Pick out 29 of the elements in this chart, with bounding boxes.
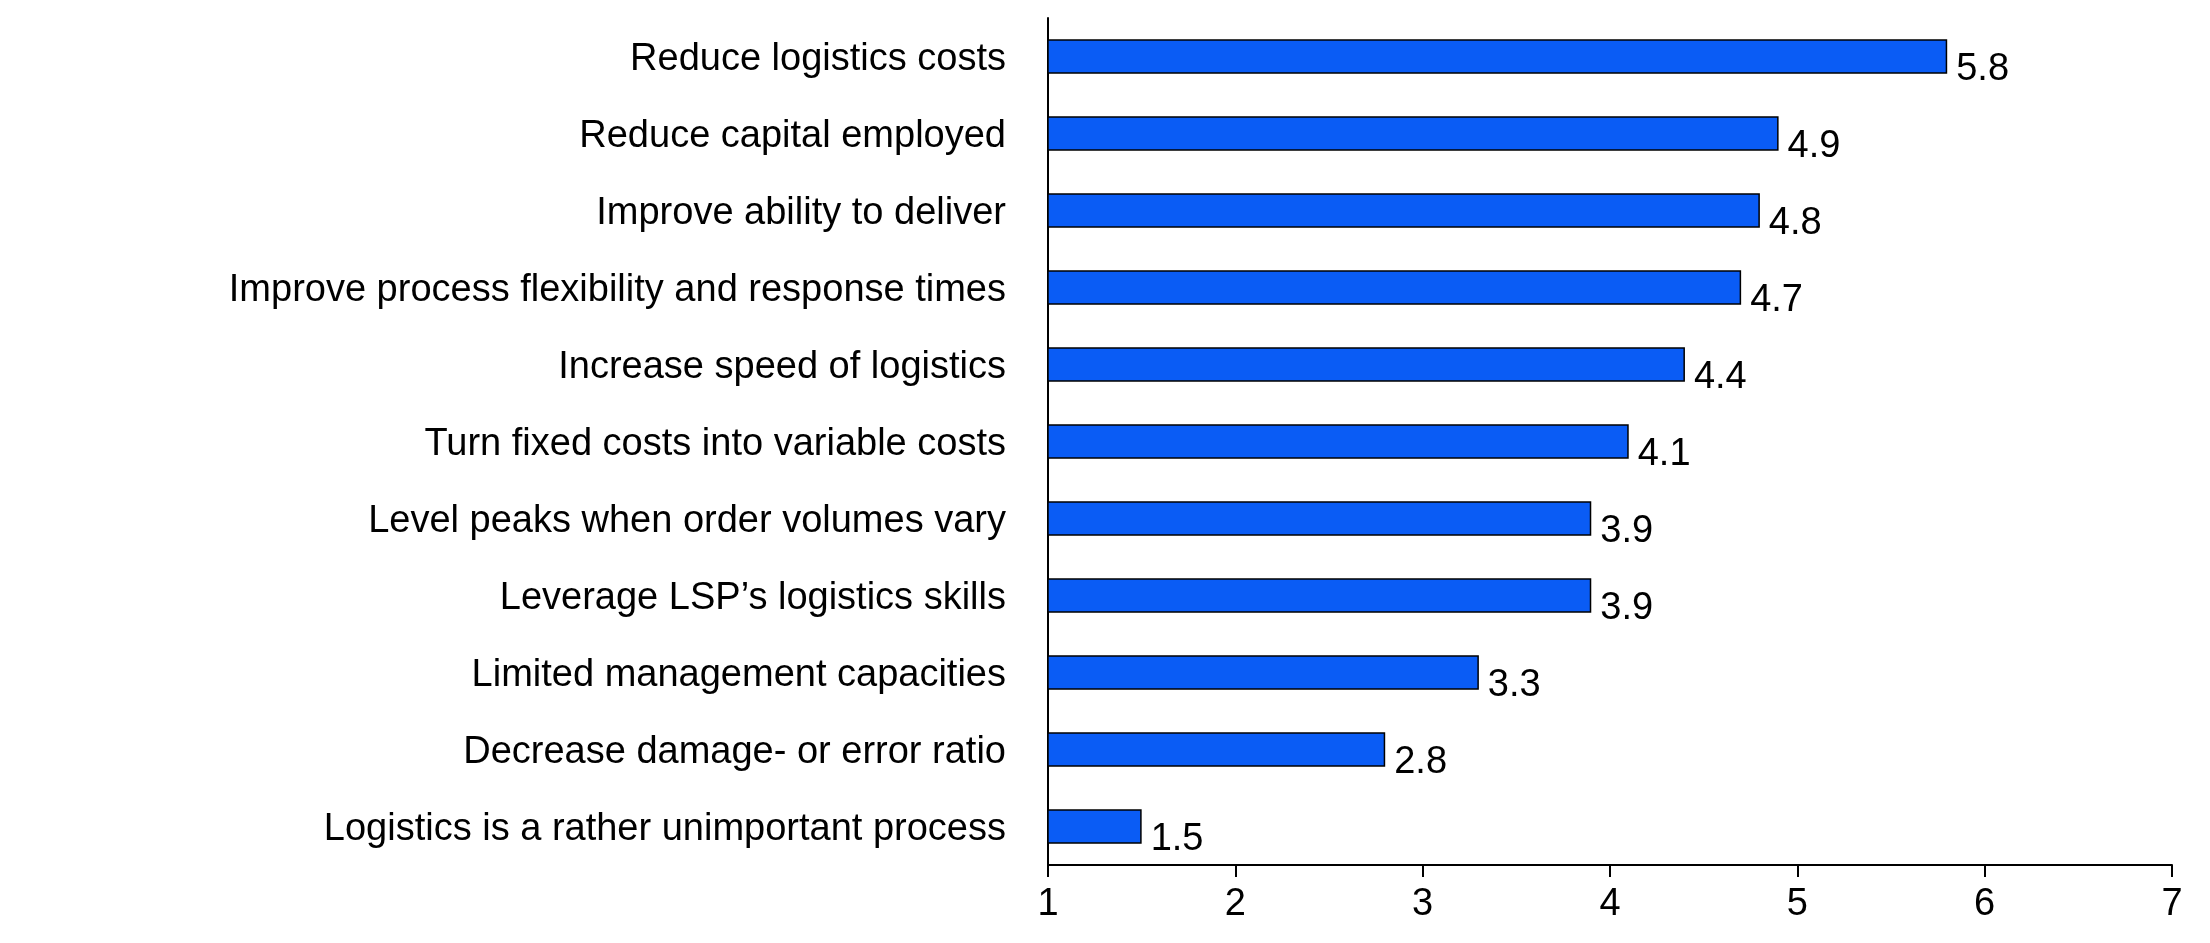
y-tick-label: Reduce capital employed (579, 112, 1006, 155)
x-tick-label: 7 (2161, 881, 2183, 923)
x-tick-label: 1 (1037, 881, 1059, 923)
y-tick-label: Increase speed of logistics (558, 343, 1006, 386)
data-label: 3.9 (1600, 584, 1654, 627)
data-label: 4.4 (1693, 353, 1747, 396)
x-tick-label: 6 (1974, 881, 1996, 923)
data-label: 1.5 (1150, 815, 1204, 858)
data-label: 3.3 (1487, 661, 1541, 704)
y-tick-label: Leverage LSP’s logistics skills (499, 574, 1006, 617)
data-label: 4.8 (1768, 199, 1822, 242)
x-tick-label: 2 (1224, 881, 1246, 923)
y-tick-label: Limited management capacities (471, 651, 1006, 694)
y-tick-label: Reduce logistics costs (630, 35, 1006, 78)
data-label: 4.9 (1787, 122, 1841, 165)
data-label: 3.9 (1600, 507, 1654, 550)
y-tick-label: Improve process flexibility and response times (228, 266, 1006, 309)
y-tick-label: Decrease damage- or error ratio (463, 728, 1006, 771)
x-tick-label: 4 (1599, 881, 1621, 923)
y-tick-label: Level peaks when order volumes vary (368, 497, 1006, 540)
data-label: 4.7 (1750, 276, 1803, 319)
data-label: 4.1 (1637, 430, 1691, 473)
data-label: 2.8 (1394, 738, 1448, 781)
y-tick-label: Turn fixed costs into variable costs (424, 420, 1006, 463)
x-tick-label: 5 (1786, 881, 1808, 923)
y-tick-label: Logistics is a rather unimportant process (323, 805, 1006, 848)
data-label: 5.8 (1956, 45, 2010, 88)
y-tick-label: Improve ability to deliver (596, 189, 1007, 232)
x-tick-label: 3 (1412, 881, 1434, 923)
